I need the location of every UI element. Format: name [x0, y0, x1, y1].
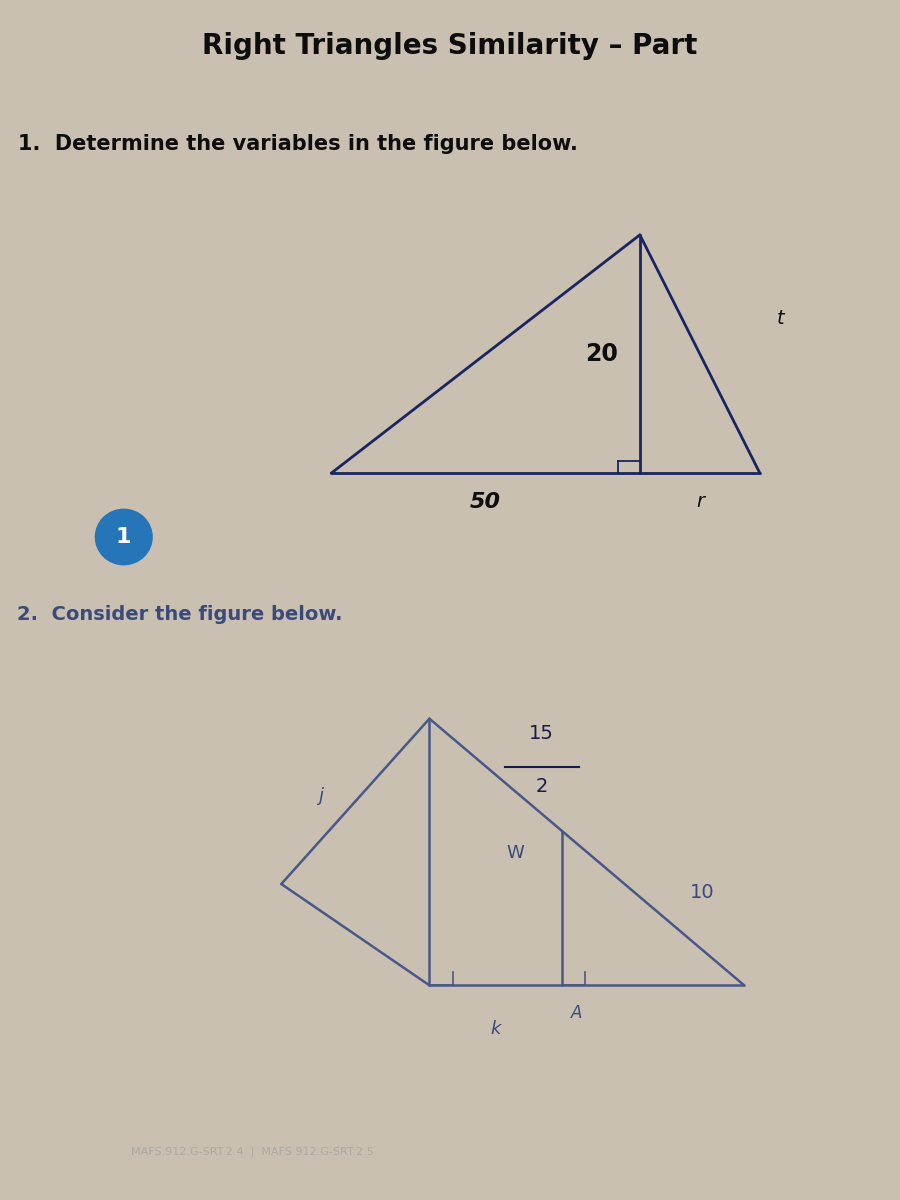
Text: Right Triangles Similarity – Part: Right Triangles Similarity – Part — [202, 32, 698, 60]
Text: 2: 2 — [536, 778, 548, 797]
Text: 15: 15 — [529, 724, 554, 743]
Text: 20: 20 — [586, 342, 618, 366]
Text: MAFS.912.G-SRT.2.4  |  MAFS.912.G-SRT.2.5: MAFS.912.G-SRT.2.4 | MAFS.912.G-SRT.2.5 — [130, 1146, 374, 1157]
Text: 1: 1 — [116, 527, 131, 547]
Text: k: k — [491, 1020, 500, 1038]
Text: t: t — [777, 308, 785, 328]
Text: A: A — [571, 1004, 582, 1022]
Text: W: W — [507, 844, 525, 862]
Text: 1.  Determine the variables in the figure below.: 1. Determine the variables in the figure… — [18, 134, 578, 154]
Text: 2.  Consider the figure below.: 2. Consider the figure below. — [17, 606, 343, 624]
Text: r: r — [696, 492, 704, 511]
Text: j: j — [318, 787, 323, 805]
Text: 10: 10 — [690, 882, 715, 901]
Circle shape — [95, 509, 152, 565]
Text: 50: 50 — [470, 492, 501, 511]
